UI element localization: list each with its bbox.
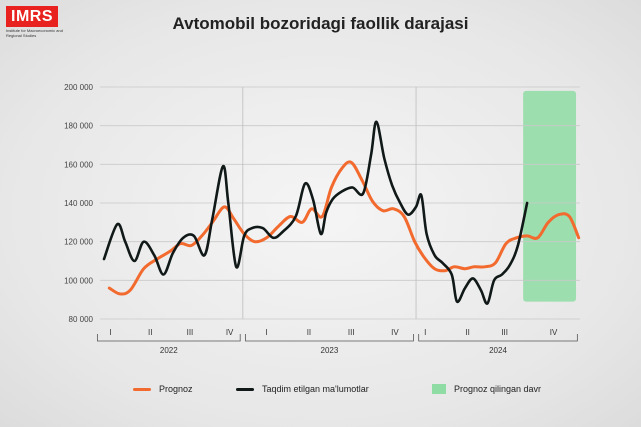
legend-label-forecast-period: Prognoz qilingan davr [454, 384, 542, 394]
logo: IMRS Institute for Macroeconomic and Reg… [6, 6, 64, 38]
year-label: 2022 [160, 346, 178, 355]
legend-label-actual: Taqdim etilgan ma'lumotlar [262, 384, 369, 394]
y-tick-label: 120 000 [64, 238, 93, 247]
legend-item-prognoz: Prognoz [133, 384, 193, 394]
quarter-tick-label: II [148, 328, 152, 337]
logo-mark: IMRS [6, 6, 58, 27]
legend-label-prognoz: Prognoz [159, 384, 193, 394]
series-line-prognoz [107, 160, 581, 296]
year-bracket [245, 334, 414, 342]
y-tick-label: 200 000 [64, 83, 93, 92]
quarter-tick-label: III [501, 328, 508, 337]
quarter-tick-label: I [266, 328, 268, 337]
series-lines [102, 120, 581, 305]
y-tick-label: 140 000 [64, 199, 93, 208]
year-label: 2023 [321, 346, 339, 355]
legend: Prognoz Taqdim etilgan ma'lumotlar Progn… [0, 384, 641, 398]
background-layer [523, 90, 577, 302]
quarter-tick-label: III [348, 328, 355, 337]
quarter-tick-label: I [424, 328, 426, 337]
quarter-tick-label: II [465, 328, 469, 337]
axes: 200 000 180 000 160 000 140 000 120 000 100 0… [64, 83, 578, 355]
year-bracket [96, 334, 241, 342]
y-tick-label: 160 000 [64, 160, 93, 169]
y-tick-label: 80 000 [69, 315, 94, 324]
year-label: 2024 [489, 346, 507, 355]
quarter-tick-label: III [187, 328, 194, 337]
quarter-tick-label: IV [550, 328, 558, 337]
chart-title: Avtomobil bozoridagi faollik darajasi [172, 14, 469, 33]
series-line-actual [102, 120, 529, 305]
quarter-tick-label: IV [226, 328, 234, 337]
legend-item-actual: Taqdim etilgan ma'lumotlar [236, 384, 369, 394]
y-tick-label: 180 000 [64, 122, 93, 131]
legend-swatch-forecast-period [432, 384, 446, 394]
legend-swatch-prognoz [133, 387, 151, 391]
quarter-tick-label: I [109, 328, 111, 337]
legend-item-forecast-period: Prognoz qilingan davr [432, 384, 541, 394]
gridlines [100, 86, 580, 320]
quarter-tick-label: IV [391, 328, 399, 337]
y-tick-label: 100 000 [64, 276, 93, 285]
forecast-period-band [523, 90, 577, 302]
quarter-tick-label: II [307, 328, 311, 337]
year-bracket [418, 334, 578, 342]
logo-subtitle: Institute for Macroeconomic and Regional… [6, 28, 63, 38]
legend-swatch-actual [236, 387, 254, 391]
